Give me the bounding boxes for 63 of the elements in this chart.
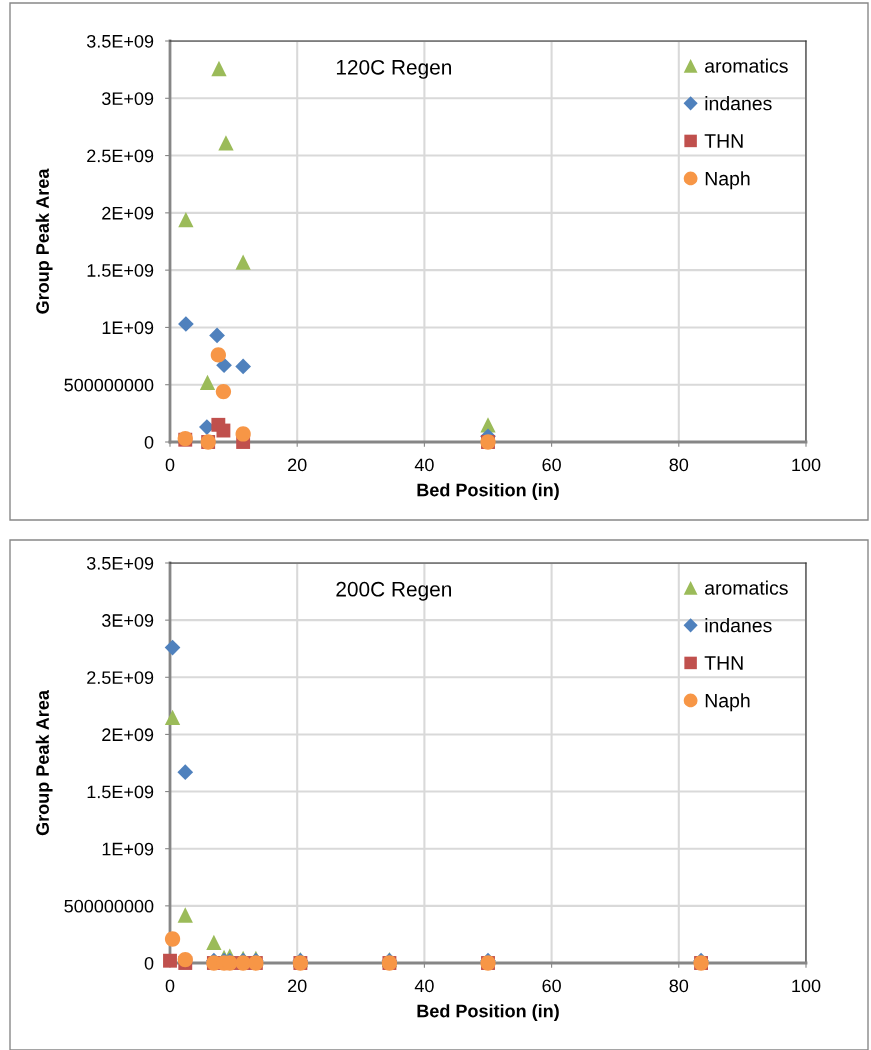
y-tick-label: 500000000 [64, 378, 154, 392]
point [178, 212, 194, 228]
y-axis-title: Group Peak Area [35, 689, 53, 836]
point [210, 347, 226, 363]
point [216, 357, 232, 374]
x-tick-label: 20 [288, 979, 307, 993]
point [178, 316, 194, 332]
y-tick-label: 500000000 [64, 899, 154, 913]
x-tick-label: 80 [669, 979, 689, 993]
x-tick-label: 60 [542, 979, 561, 993]
y-tick-label: 3.5E+09 [86, 556, 154, 570]
point [164, 709, 181, 725]
y-axis-title: Group Peak Area [35, 168, 53, 314]
y-tick-label: 3E+09 [102, 92, 154, 106]
legend-label: indanes [705, 96, 772, 111]
x-axis-title: Bed Position (in) [417, 1004, 559, 1021]
point [235, 254, 251, 270]
point [163, 953, 177, 968]
y-tick-label: 2E+09 [102, 206, 154, 220]
y-tick-label: 3E+09 [102, 614, 154, 627]
point [177, 764, 194, 780]
y-tick-label: 2.5E+09 [87, 671, 154, 685]
y-tick-label: 1E+09 [102, 842, 154, 856]
legend-label: THN [704, 134, 743, 148]
point [206, 934, 222, 951]
x-tick-label: 80 [669, 458, 689, 472]
y-tick-label: 0 [144, 956, 154, 970]
legend-label: Naph [705, 693, 750, 712]
point [164, 931, 181, 947]
y-tick-label: 2.5E+09 [87, 149, 154, 163]
legend-label: aromatics [705, 58, 788, 73]
point [209, 327, 225, 344]
y-tick-label: 1.5E+09 [87, 785, 154, 799]
annotation: 120C Regen [336, 59, 451, 79]
point [215, 383, 232, 400]
point [211, 60, 227, 77]
point [177, 907, 193, 923]
annotation: 200C Regen [336, 581, 451, 601]
y-tick-label: 3.5E+09 [86, 34, 154, 48]
legend-label: Naph [705, 171, 750, 190]
x-tick-label: 40 [414, 979, 434, 993]
y-tick-label: 1E+09 [102, 321, 154, 335]
legend-label: THN [704, 656, 743, 670]
y-tick-label: 1.5E+09 [87, 264, 154, 277]
point [199, 374, 216, 391]
point [235, 358, 251, 375]
y-tick-label: 0 [144, 435, 154, 449]
legend-label: aromatics [705, 580, 788, 595]
point [177, 951, 193, 968]
x-tick-label: 60 [542, 458, 561, 472]
point [235, 426, 251, 442]
x-tick-label: 40 [414, 458, 434, 472]
x-axis-title: Bed Position (in) [417, 483, 559, 500]
point [216, 423, 231, 438]
x-tick-label: 0 [165, 979, 175, 993]
point [218, 135, 234, 151]
x-tick-label: 100 [792, 979, 821, 993]
x-tick-label: 100 [792, 458, 821, 472]
point [164, 639, 181, 656]
x-tick-label: 0 [165, 458, 175, 472]
legend-label: indanes [705, 618, 772, 633]
y-tick-label: 2E+09 [102, 728, 154, 742]
x-tick-label: 20 [288, 458, 307, 472]
